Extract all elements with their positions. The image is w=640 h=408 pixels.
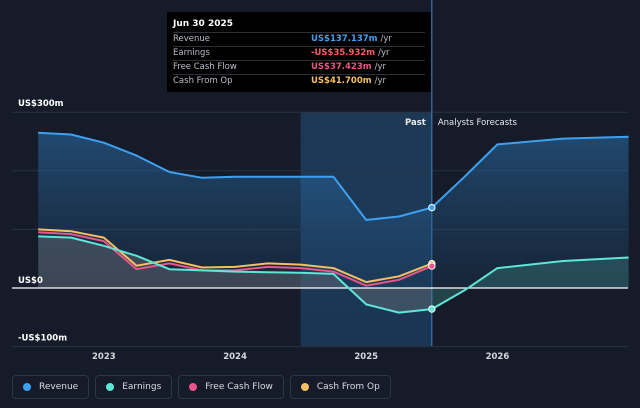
x-tick-label: 2026	[486, 352, 510, 362]
legend-item-free-cash-flow[interactable]: Free Cash Flow	[178, 375, 284, 399]
tooltip-unit: /yr	[374, 62, 386, 72]
series-line-revenue	[38, 131, 433, 221]
tooltip-unit: /yr	[378, 48, 390, 58]
legend: Revenue Earnings Free Cash Flow Cash Fro…	[12, 375, 391, 399]
legend-dot-icon	[189, 383, 198, 391]
tooltip-unit: /yr	[380, 34, 392, 44]
forecast-line-revenue	[431, 135, 629, 209]
tooltip-date: Jun 30 2025	[173, 19, 234, 29]
forecast-line-earnings	[431, 256, 629, 310]
legend-dot-icon	[300, 383, 309, 391]
series-point-earnings	[428, 305, 436, 313]
tooltip: Jun 30 2025 Revenue US$137.137m /yr Earn…	[167, 12, 431, 92]
y-label-bottom: -US$100m	[18, 334, 67, 344]
legend-label: Revenue	[39, 382, 79, 392]
tooltip-row-earnings: Earnings -US$35.932m /yr	[173, 46, 425, 60]
series-point-revenue	[428, 203, 436, 212]
tooltip-label: Free Cash Flow	[173, 62, 237, 72]
series-line-earnings	[38, 235, 432, 314]
forecast-label: Analysts Forecasts	[438, 118, 518, 128]
tooltip-label: Earnings	[173, 48, 210, 58]
tooltip-value: -US$35.932m	[311, 48, 376, 58]
x-tick-label: 2024	[223, 352, 247, 362]
x-tick-label: 2023	[92, 352, 116, 362]
legend-dot-icon	[106, 383, 115, 391]
series-line-free-cash-flow	[38, 231, 433, 287]
x-tick-label: 2025	[354, 352, 378, 362]
legend-item-earnings[interactable]: Earnings	[95, 375, 173, 399]
legend-label: Cash From Op	[316, 382, 380, 392]
tooltip-unit: /yr	[374, 76, 386, 86]
legend-item-revenue[interactable]: Revenue	[12, 375, 90, 399]
tooltip-value: US$41.700m	[311, 76, 372, 86]
legend-dot-icon	[23, 383, 31, 391]
series-point-free-cash-flow	[428, 262, 436, 270]
revenue-area	[38, 132, 629, 288]
tooltip-value: US$137.137m	[311, 34, 378, 44]
past-label: Past	[405, 118, 426, 128]
legend-label: Earnings	[122, 382, 162, 392]
earnings-forecast-area	[431, 257, 629, 310]
legend-label: Free Cash Flow	[205, 382, 273, 392]
tooltip-label: Cash From Op	[173, 76, 233, 86]
y-label-top: US$300m	[18, 99, 64, 109]
tooltip-label: Revenue	[173, 34, 211, 44]
earnings-area	[38, 236, 432, 313]
tooltip-row-cash-from-op: Cash From Op US$41.700m /yr	[173, 74, 425, 88]
y-label-zero: US$0	[18, 276, 43, 286]
tooltip-row-revenue: Revenue US$137.137m /yr	[173, 32, 425, 46]
chart-canvas: US$300m US$0 -US$100m Past Analysts Forecast…	[12, 0, 629, 362]
tooltip-row-free-cash-flow: Free Cash Flow US$37.423m /yr	[173, 60, 425, 74]
tooltip-value: US$37.423m	[311, 62, 372, 72]
legend-item-cash-from-op[interactable]: Cash From Op	[289, 375, 391, 399]
series-line-cash-from-op	[38, 228, 433, 284]
